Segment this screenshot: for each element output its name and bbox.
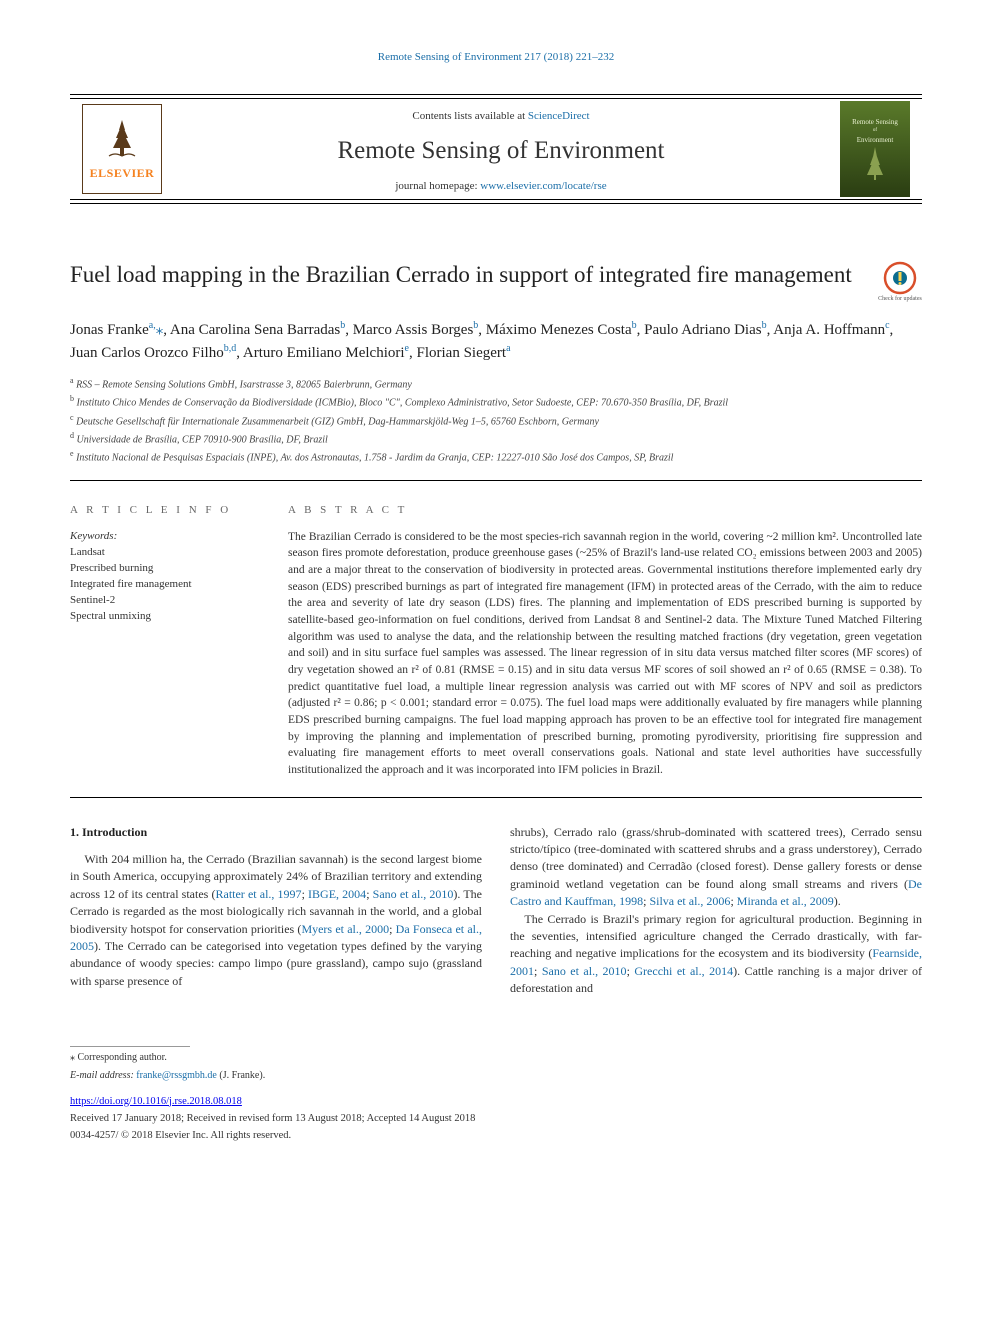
article-info-label: A R T I C L E I N F O: [70, 503, 260, 519]
article-history: Received 17 January 2018; Received in re…: [70, 1111, 922, 1126]
keyword-item: Prescribed burning: [70, 561, 260, 577]
doi-link[interactable]: https://doi.org/10.1016/j.rse.2018.08.01…: [70, 1096, 242, 1107]
intro-para-left: With 204 million ha, the Cerrado (Brazil…: [70, 851, 482, 990]
keywords-heading: Keywords:: [70, 529, 260, 545]
keyword-item: Integrated fire management: [70, 577, 260, 593]
keyword-item: Spectral unmixing: [70, 609, 260, 625]
homepage-prefix: journal homepage:: [395, 180, 480, 192]
email-label: E-mail address:: [70, 1070, 136, 1081]
cover-of: of: [873, 127, 877, 134]
journal-homepage-line: journal homepage: www.elsevier.com/locat…: [162, 179, 840, 195]
affiliation-item: b Instituto Chico Mendes de Conservação …: [70, 393, 922, 410]
intro-para-right-2: The Cerrado is Brazil's primary region f…: [510, 911, 922, 998]
journal-title: Remote Sensing of Environment: [162, 133, 840, 169]
keywords-block: Keywords: LandsatPrescribed burningInteg…: [70, 529, 260, 626]
hr-after-affiliations: [70, 480, 922, 481]
journal-ref-link[interactable]: Remote Sensing of Environment 217 (2018)…: [70, 50, 922, 66]
crossmark-icon: [883, 261, 917, 295]
cover-line1: Remote Sensing: [852, 117, 898, 127]
affiliation-item: e Instituto Nacional de Pesquisas Espaci…: [70, 448, 922, 465]
elsevier-logo: ELSEVIER: [82, 104, 162, 194]
cover-art-icon: [860, 145, 890, 181]
intro-para-right-top: shrubs), Cerrado ralo (grass/shrub-domin…: [510, 824, 922, 911]
corresponding-author-note: ⁎ Corresponding author.: [70, 1051, 922, 1066]
contents-prefix: Contents lists available at: [412, 110, 527, 122]
elsevier-text: ELSEVIER: [90, 165, 155, 182]
abstract-label: A B S T R A C T: [288, 503, 922, 519]
section-1-heading: 1. Introduction: [70, 824, 482, 841]
email-suffix: (J. Franke).: [217, 1070, 265, 1081]
elsevier-tree-icon: [99, 116, 145, 162]
corresponding-email-link[interactable]: franke@rssgmbh.de: [136, 1070, 217, 1081]
copyright-line: 0034-4257/ © 2018 Elsevier Inc. All righ…: [70, 1128, 922, 1143]
affiliation-item: a RSS – Remote Sensing Solutions GmbH, I…: [70, 375, 922, 392]
body-columns: 1. Introduction With 204 million ha, the…: [70, 824, 922, 998]
abstract-text: The Brazilian Cerrado is considered to b…: [288, 529, 922, 779]
cover-line2: Environment: [857, 135, 894, 145]
authors-list: Jonas Frankea,⁎, Ana Carolina Sena Barra…: [70, 318, 922, 365]
contents-available-line: Contents lists available at ScienceDirec…: [162, 109, 840, 125]
journal-homepage-link[interactable]: www.elsevier.com/locate/rse: [480, 180, 606, 192]
sciencedirect-link[interactable]: ScienceDirect: [528, 110, 590, 122]
article-title: Fuel load mapping in the Brazilian Cerra…: [70, 260, 866, 304]
journal-cover-thumbnail: Remote Sensing of Environment: [840, 101, 910, 197]
affiliation-item: d Universidade de Brasília, CEP 70910-90…: [70, 430, 922, 447]
keyword-item: Sentinel-2: [70, 593, 260, 609]
affiliation-item: c Deutsche Gesellschaft für Internationa…: [70, 412, 922, 429]
footnote-rule: [70, 1046, 190, 1047]
journal-header-band: ELSEVIER Contents lists available at Sci…: [70, 94, 922, 204]
affiliations-list: a RSS – Remote Sensing Solutions GmbH, I…: [70, 375, 922, 466]
keyword-item: Landsat: [70, 545, 260, 561]
check-updates-badge[interactable]: Check for updates: [878, 260, 922, 304]
email-footnote: E-mail address: franke@rssgmbh.de (J. Fr…: [70, 1069, 922, 1084]
hr-after-abstract: [70, 797, 922, 798]
updates-badge-text: Check for updates: [878, 295, 922, 304]
